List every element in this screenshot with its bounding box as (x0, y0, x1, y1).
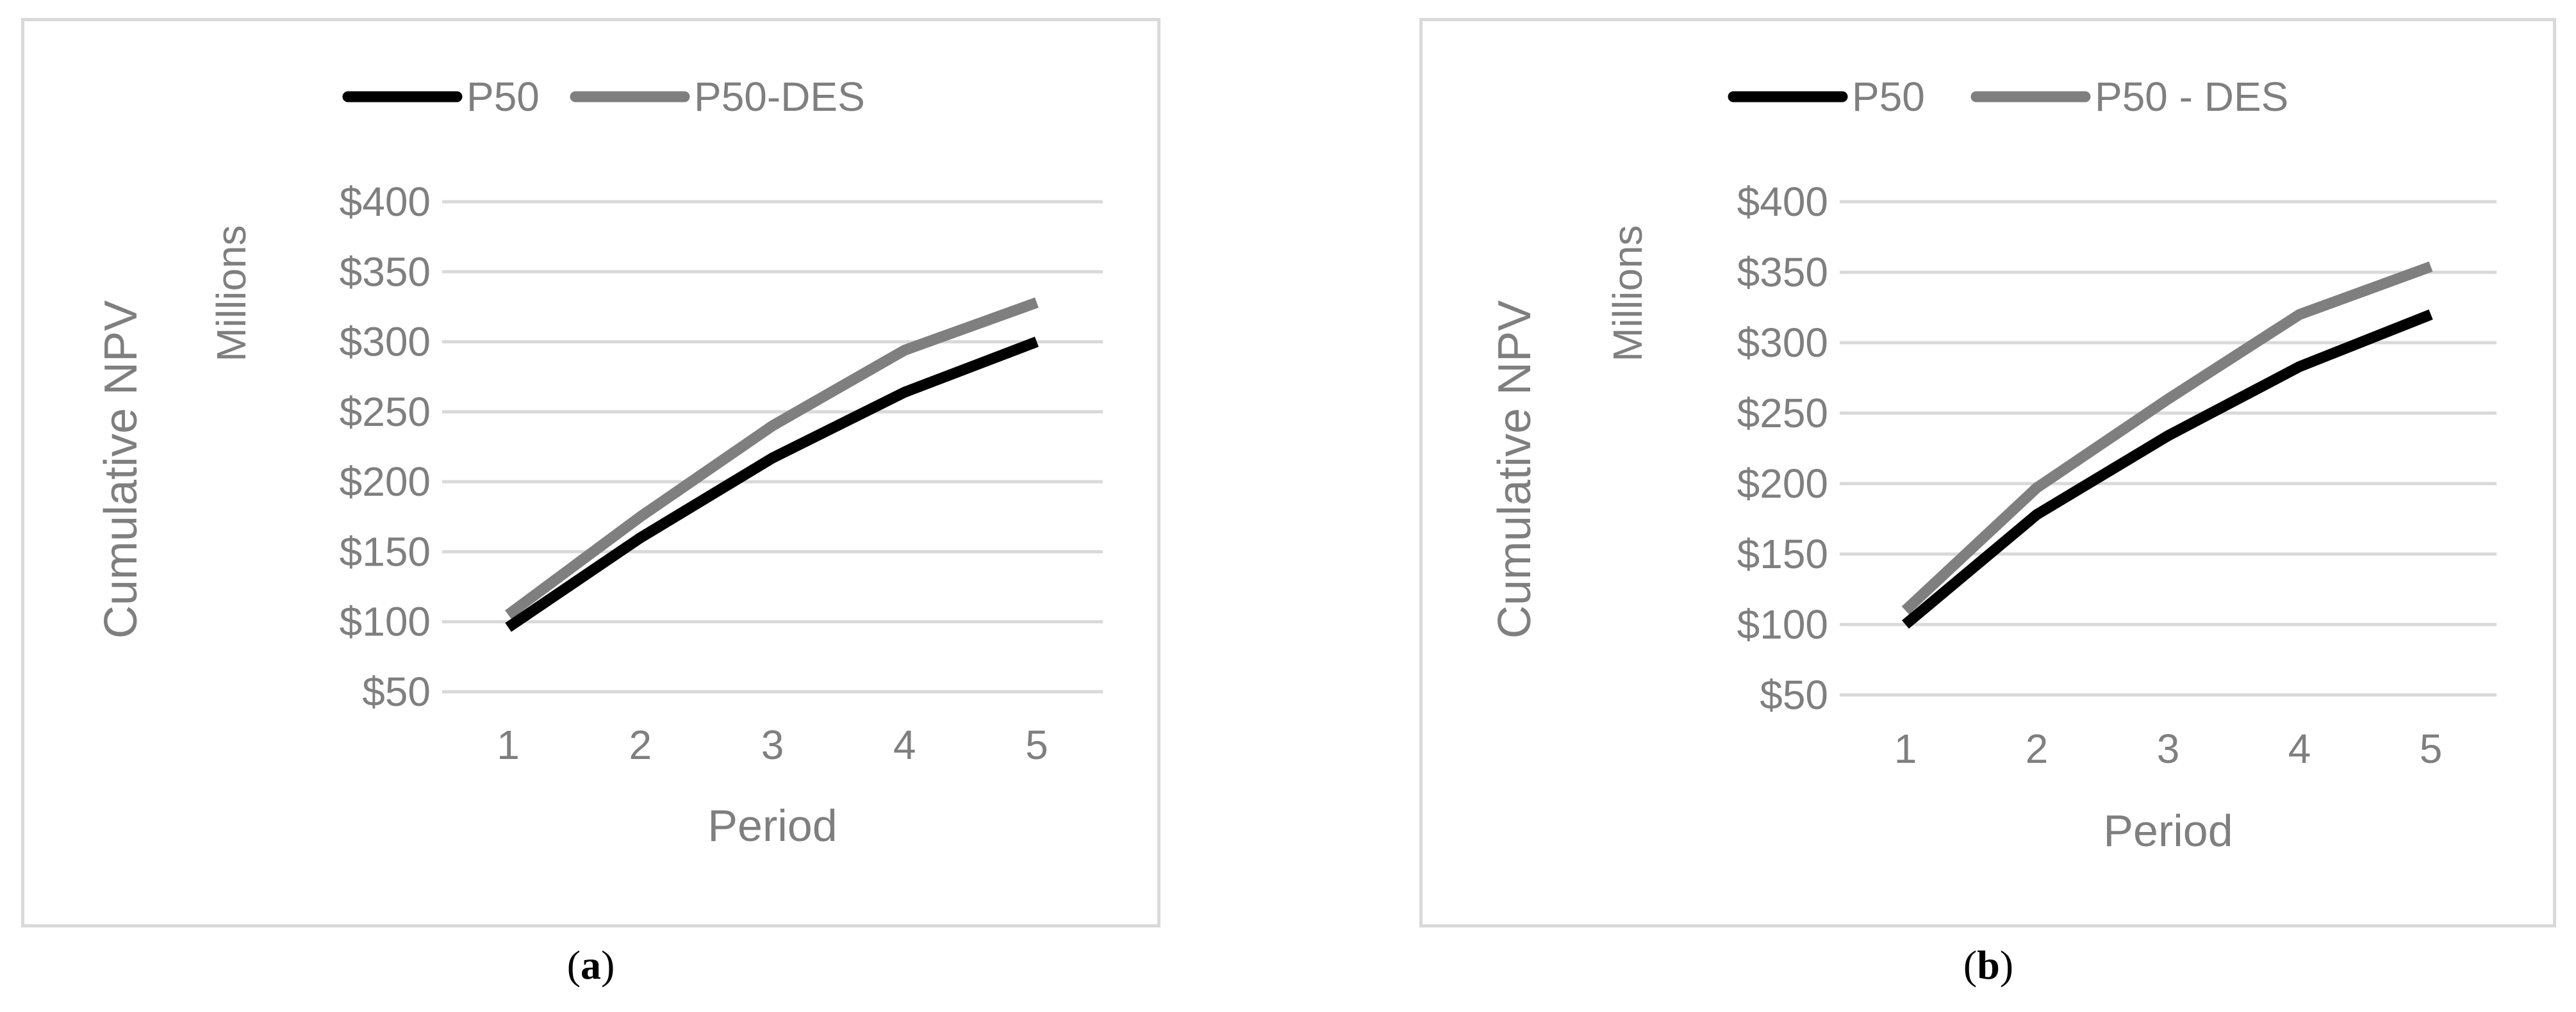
legend-label: P50 (1852, 74, 1925, 120)
y-tick-label: $250 (1737, 390, 1828, 436)
x-axis-title: Period (2103, 806, 2233, 856)
chart-b: $50 $100 $150 $200 $250 $300 $350 $400 1 2 3 4 5 Peri… (1489, 74, 2497, 856)
panel-label-a: a (581, 942, 601, 988)
legend-label: P50 (466, 74, 540, 120)
panel-caption-b: (b) (1963, 942, 2014, 988)
x-tick-label: 5 (2420, 726, 2443, 772)
y-tick-label: $250 (340, 389, 431, 435)
x-axis-title: Period (707, 801, 837, 851)
y-tick-label: $200 (1737, 461, 1828, 507)
series-line-p50 (1902, 309, 2433, 629)
y-tick-label: $100 (1737, 601, 1828, 648)
legend-label: P50 - DES (2095, 74, 2288, 120)
chart-panel-a: $50 $100 $150 $200 $250 $300 $350 $400 1 2 3 4 5 Peri… (21, 18, 1160, 927)
y-tick-label: $150 (1737, 531, 1828, 577)
y-tick-label: $300 (1737, 320, 1828, 366)
y-tick-label: $350 (340, 249, 431, 295)
x-tick-label: 2 (629, 722, 652, 768)
series-line-p50-des (1901, 261, 2433, 615)
y-tick-label: $350 (1737, 249, 1828, 295)
panel-label-b: b (1977, 942, 2000, 988)
x-tick-label: 3 (761, 722, 784, 768)
x-tick-label: 3 (2157, 726, 2180, 772)
legend-label: P50-DES (694, 74, 865, 120)
y-axis-units-label: Millions (1605, 225, 1651, 361)
y-tick-label: $150 (340, 528, 431, 575)
x-tick-label: 4 (2288, 726, 2311, 772)
x-tick-label: 1 (1894, 726, 1917, 772)
y-tick-label: $400 (1737, 179, 1828, 225)
x-tick-label: 1 (497, 722, 520, 768)
panel-caption-a: (a) (566, 942, 615, 988)
chart-panel-b: $50 $100 $150 $200 $250 $300 $350 $400 1 2 3 4 5 Peri… (1419, 18, 2556, 927)
x-tick-label: 5 (1025, 722, 1048, 768)
y-tick-label: $100 (340, 599, 431, 645)
series-line-p50-des (505, 297, 1039, 619)
y-tick-label: $50 (362, 669, 431, 715)
y-tick-label: $300 (340, 319, 431, 365)
y-axis-units-label: Millions (208, 225, 254, 361)
x-tick-label: 4 (893, 722, 916, 768)
y-axis-title: Cumulative NPV (1489, 300, 1540, 639)
x-tick-label: 2 (2026, 726, 2049, 772)
y-tick-label: $50 (1760, 672, 1828, 718)
y-tick-label: $200 (340, 459, 431, 505)
chart-a: $50 $100 $150 $200 $250 $300 $350 $400 1 2 3 4 5 Peri… (95, 74, 1103, 851)
y-tick-label: $400 (340, 179, 431, 225)
series-line-p50 (505, 336, 1039, 632)
y-axis-title: Cumulative NPV (95, 300, 147, 639)
